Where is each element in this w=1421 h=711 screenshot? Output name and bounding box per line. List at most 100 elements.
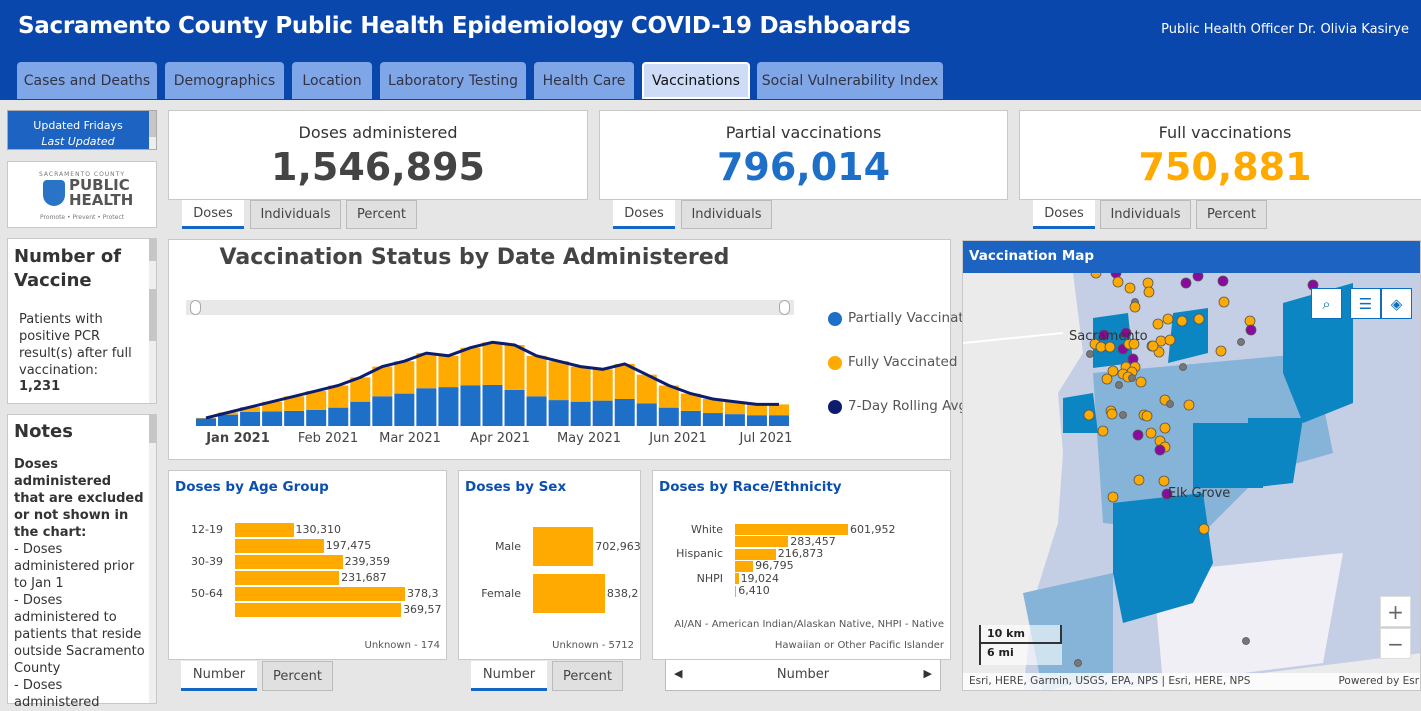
tab-location[interactable]: Location	[292, 62, 372, 99]
bar-full[interactable]	[350, 377, 371, 402]
bar-partial[interactable]	[680, 410, 701, 426]
bar-partial[interactable]	[504, 389, 525, 426]
map-marker[interactable]	[1132, 429, 1144, 441]
bar-full[interactable]	[702, 399, 723, 414]
bar-full[interactable]	[262, 401, 283, 412]
bar-partial[interactable]	[262, 411, 283, 426]
bar-partial[interactable]	[372, 396, 393, 426]
map-marker[interactable]	[1183, 399, 1195, 411]
bar-partial[interactable]	[548, 400, 569, 426]
map-marker[interactable]	[1176, 315, 1188, 327]
map-marker[interactable]	[1112, 276, 1124, 288]
map-marker[interactable]	[1142, 277, 1154, 289]
map-marker[interactable]	[1124, 282, 1136, 294]
bar-full[interactable]	[724, 401, 745, 415]
bar-full[interactable]	[240, 407, 261, 412]
map-marker[interactable]	[1164, 334, 1176, 346]
bar-full[interactable]	[438, 355, 459, 388]
prev-arrow-icon[interactable]: ◀	[674, 667, 683, 680]
bar[interactable]	[735, 536, 789, 548]
map-marker[interactable]	[1143, 286, 1155, 298]
map-marker[interactable]	[1158, 475, 1170, 487]
tab-vaccinations[interactable]: Vaccinations	[642, 62, 750, 99]
tab-health-care[interactable]: Health Care	[534, 62, 634, 99]
map-marker[interactable]	[1161, 488, 1173, 500]
bar-partial[interactable]	[306, 409, 327, 426]
date-range-slider[interactable]	[186, 300, 794, 315]
map-marker[interactable]	[1115, 381, 1123, 389]
map-marker[interactable]	[1083, 409, 1095, 421]
tab-laboratory-testing[interactable]: Laboratory Testing	[380, 62, 526, 99]
bar-partial[interactable]	[636, 403, 657, 426]
bar-partial[interactable]	[768, 415, 789, 426]
bar-partial[interactable]	[658, 407, 679, 426]
bar[interactable]	[735, 573, 739, 585]
scrollbar[interactable]	[149, 239, 156, 403]
bar-full[interactable]	[680, 393, 701, 411]
percent-tab[interactable]: Percent	[262, 661, 333, 691]
map-marker[interactable]	[1166, 400, 1174, 408]
map-marker[interactable]	[1162, 313, 1174, 325]
map-marker[interactable]	[1097, 425, 1109, 437]
map-marker[interactable]	[1090, 273, 1102, 279]
bar[interactable]	[735, 524, 848, 535]
bar-full[interactable]	[416, 353, 437, 389]
next-arrow-icon[interactable]: ▶	[923, 667, 932, 680]
vaccination-map[interactable]: Vaccination Map Sacramento Elk Grove ⌕ ☰…	[962, 240, 1421, 691]
bar-full[interactable]	[658, 385, 679, 408]
bar-partial[interactable]	[328, 407, 349, 426]
slider-handle-start[interactable]	[190, 300, 201, 315]
map-marker[interactable]	[1119, 411, 1127, 419]
bar[interactable]	[235, 603, 402, 617]
map-marker[interactable]	[1129, 301, 1141, 313]
bar[interactable]	[533, 527, 594, 566]
bar[interactable]	[735, 585, 737, 597]
bar-full[interactable]	[328, 385, 349, 408]
tab-cases-and-deaths[interactable]: Cases and Deaths	[17, 62, 157, 99]
bar-full[interactable]	[636, 374, 657, 404]
bar-full[interactable]	[284, 396, 305, 411]
bar-full[interactable]	[570, 366, 591, 402]
bar[interactable]	[235, 571, 340, 585]
bar-partial[interactable]	[240, 411, 261, 426]
map-marker[interactable]	[1218, 296, 1230, 308]
map-marker[interactable]	[1141, 410, 1153, 422]
bar[interactable]	[235, 587, 405, 601]
bar-full[interactable]	[372, 366, 393, 397]
map-marker[interactable]	[1154, 444, 1166, 456]
bar-partial[interactable]	[284, 410, 305, 426]
bar[interactable]	[235, 539, 324, 553]
individuals-tab[interactable]: Individuals	[1100, 200, 1191, 229]
individuals-tab[interactable]: Individuals	[250, 200, 341, 229]
doses-tab[interactable]: Doses	[1033, 200, 1095, 229]
map-marker[interactable]	[1198, 523, 1210, 535]
bar[interactable]	[533, 574, 605, 613]
percent-tab[interactable]: Percent	[1196, 200, 1267, 229]
bar-full[interactable]	[306, 390, 327, 410]
map-marker[interactable]	[1106, 408, 1118, 420]
bar-partial[interactable]	[592, 400, 613, 426]
map-markers[interactable]	[963, 273, 1421, 691]
scrollbar[interactable]	[149, 111, 156, 149]
map-marker[interactable]	[1192, 273, 1204, 282]
map-marker[interactable]	[1107, 365, 1119, 377]
bar-partial[interactable]	[416, 388, 437, 426]
bar-partial[interactable]	[570, 401, 591, 426]
bar-partial[interactable]	[614, 399, 635, 426]
bar[interactable]	[235, 555, 343, 569]
search-button[interactable]: ⌕	[1311, 288, 1342, 319]
map-marker[interactable]	[1217, 275, 1229, 287]
map-marker[interactable]	[1244, 315, 1256, 327]
bar-partial[interactable]	[746, 415, 767, 426]
map-marker[interactable]	[1242, 637, 1250, 645]
bar-full[interactable]	[504, 345, 525, 390]
number-tab[interactable]: Number	[471, 661, 547, 691]
percent-tab[interactable]: Percent	[346, 200, 417, 229]
bar-partial[interactable]	[702, 413, 723, 426]
doses-tab[interactable]: Doses	[182, 200, 244, 229]
map-marker[interactable]	[1159, 422, 1171, 434]
bar-full[interactable]	[460, 347, 481, 386]
bar-partial[interactable]	[482, 384, 503, 426]
bar-full[interactable]	[548, 361, 569, 401]
bar-full[interactable]	[394, 361, 415, 394]
